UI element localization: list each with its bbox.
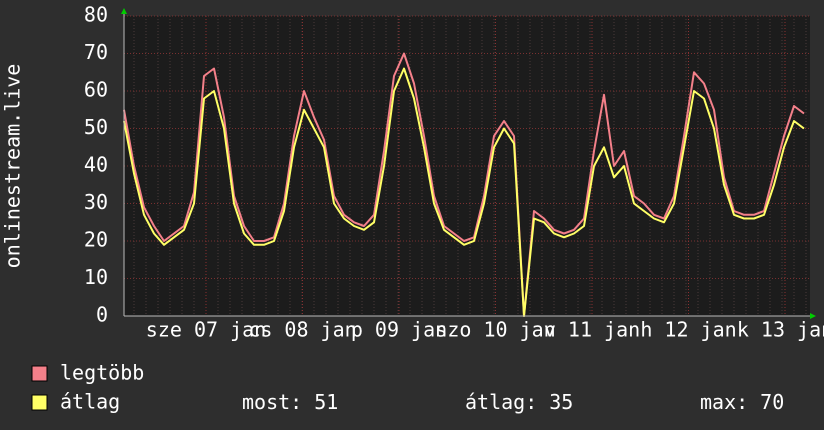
series-line bbox=[123, 67, 805, 317]
stat-label: most: bbox=[242, 390, 302, 414]
x-tick-label: sze 07 jan bbox=[146, 318, 266, 342]
x-tick-label: cs 08 jan bbox=[248, 318, 356, 342]
stat-value: 70 bbox=[760, 390, 784, 414]
y-tick-label: 80 bbox=[84, 3, 108, 27]
y-tick-label: 0 bbox=[96, 303, 108, 327]
y-tick-label: 20 bbox=[84, 228, 108, 252]
stat-value: 51 bbox=[314, 390, 338, 414]
lines bbox=[123, 52, 805, 317]
y-tick-label: 50 bbox=[84, 115, 108, 139]
stat-label: átlag: bbox=[465, 390, 537, 414]
stat-value: 35 bbox=[549, 390, 573, 414]
stat: max: 70 bbox=[700, 390, 784, 414]
stat: most: 51 bbox=[242, 390, 338, 414]
y-tick-label: 30 bbox=[84, 190, 108, 214]
legend-label: legtöbb bbox=[60, 361, 144, 385]
x-tick-label: szo 10 jan bbox=[435, 318, 555, 342]
y-tick-label: 60 bbox=[84, 78, 108, 102]
legend: legtöbb átlag most: 51 átlag: 35 max: 70 bbox=[31, 361, 784, 414]
y-tick-label: 10 bbox=[84, 265, 108, 289]
legend-swatch bbox=[31, 394, 48, 411]
legend-label: átlag bbox=[60, 390, 120, 414]
y-arrow bbox=[121, 8, 127, 14]
stat-label: max: bbox=[700, 390, 748, 414]
x-arrow bbox=[810, 313, 816, 319]
legend-swatch bbox=[31, 365, 48, 382]
x-tick-label: k 13 jan bbox=[737, 318, 824, 342]
y-axis-label: onlinestream.live bbox=[1, 64, 25, 269]
x-tick-label: v 11 jan bbox=[544, 318, 640, 342]
y-tick-label: 40 bbox=[84, 153, 108, 177]
series-line bbox=[123, 52, 805, 317]
x-tick-label: p 09 jan bbox=[351, 318, 447, 342]
stat: átlag: 35 bbox=[465, 390, 573, 414]
x-tick-label: h 12 jan bbox=[640, 318, 736, 342]
y-tick-label: 70 bbox=[84, 40, 108, 64]
